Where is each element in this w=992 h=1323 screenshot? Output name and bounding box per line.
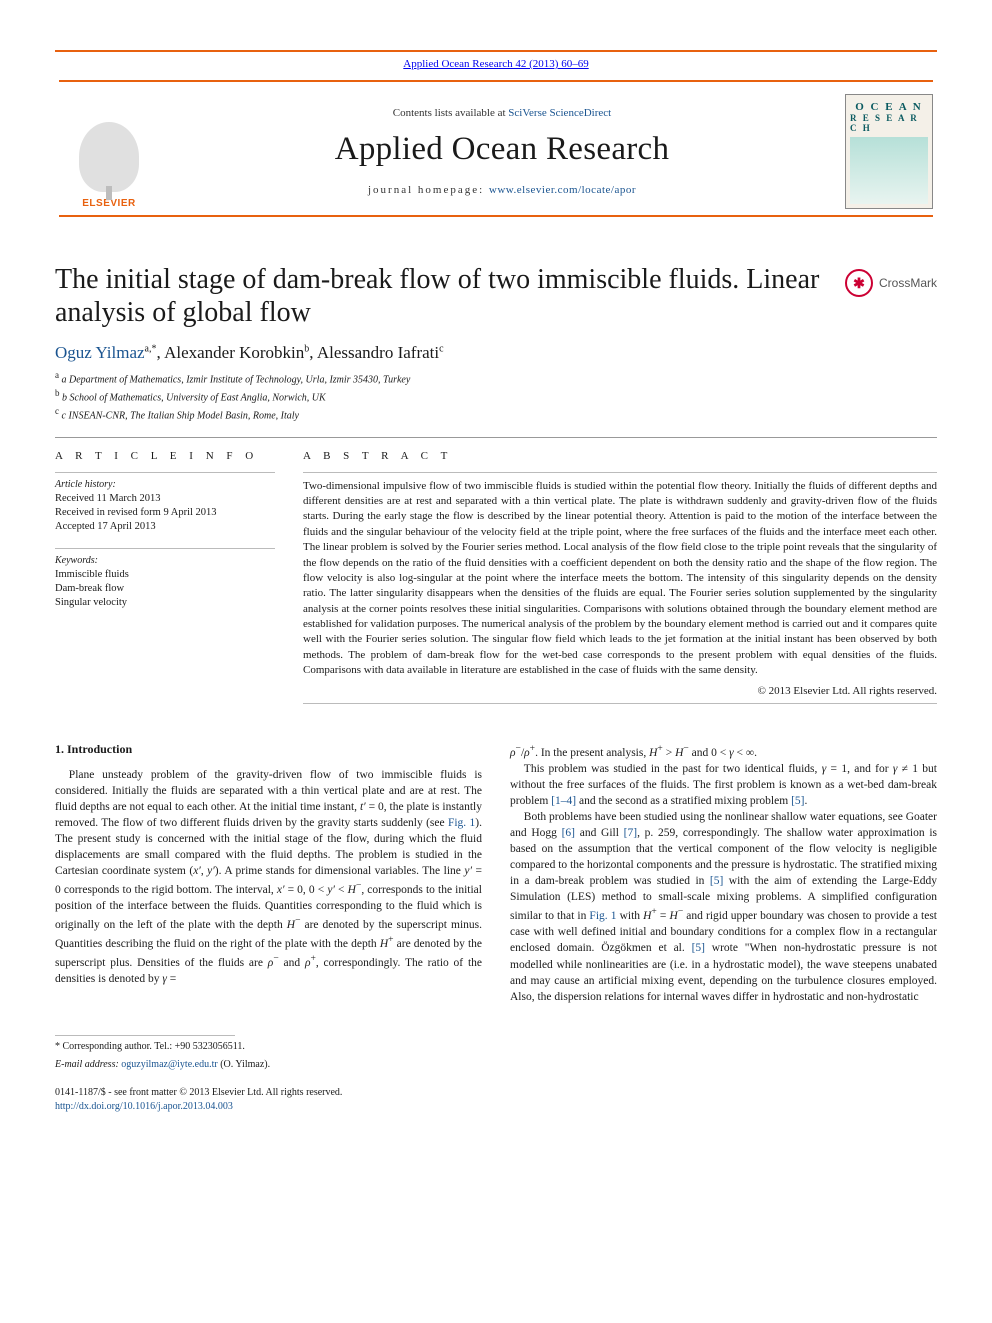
body-p2: ρ−/ρ+. In the present analysis, H+ > H− … [510,742,937,761]
keyword-1: Immiscible fluids [55,568,275,582]
running-head: Applied Ocean Research 42 (2013) 60–69 [55,58,937,70]
email-line: E-mail address: oguzyilmaz@iyte.edu.tr (… [55,1058,937,1072]
keywords-block: Keywords: Immiscible fluids Dam-break fl… [55,548,275,611]
email-label: E-mail address: [55,1059,121,1070]
author-1[interactable]: Oguz Yilmaz [55,343,145,362]
ref-7-link[interactable]: [7] [624,827,637,839]
cover-art-icon [850,137,928,204]
homepage-link[interactable]: www.elsevier.com/locate/apor [489,184,636,196]
running-head-link[interactable]: Applied Ocean Research 42 (2013) 60–69 [403,58,588,70]
keyword-2: Dam-break flow [55,582,275,596]
abstract-text: Two-dimensional impulsive flow of two im… [303,479,937,679]
journal-name: Applied Ocean Research [177,131,827,168]
affiliations: a a Department of Mathematics, Izmir Ins… [55,369,937,422]
body-p1: Plane unsteady problem of the gravity-dr… [55,767,482,988]
author-3: Alessandro Iafrati [317,343,439,362]
journal-homepage: journal homepage: www.elsevier.com/locat… [177,184,827,196]
body-p4: Both problems have been studied using th… [510,809,937,1005]
body-p3: This problem was studied in the past for… [510,761,937,809]
elsevier-tree-icon [79,122,139,192]
section-rule [55,437,937,438]
keyword-3: Singular velocity [55,596,275,610]
author-2-aff: b [304,343,309,354]
cover-line2: R E S E A R C H [850,113,928,133]
author-list: Oguz Yilmaza,*, Alexander Korobkinb, Ale… [55,343,937,363]
abstract-bottom-rule [303,703,937,704]
author-3-aff: c [439,343,443,354]
header-center: Contents lists available at SciVerse Sci… [177,107,827,196]
sciencedirect-link[interactable]: SciVerse ScienceDirect [508,107,611,119]
info-abstract-row: a r t i c l e i n f o Article history: R… [55,450,937,710]
fig1-link-2[interactable]: Fig. 1 [589,910,616,922]
author-1-aff: a, [145,343,152,354]
footnote-rule [55,1035,235,1036]
affiliation-b: b b School of Mathematics, University of… [55,387,937,405]
ref-5-link-2[interactable]: [5] [710,875,723,887]
journal-header: ELSEVIER Contents lists available at Sci… [55,80,937,217]
abstract-copyright: © 2013 Elsevier Ltd. All rights reserved… [303,685,937,697]
history-revised: Received in revised form 9 April 2013 [55,506,275,520]
abstract-heading: a b s t r a c t [303,450,937,462]
homepage-prefix: journal homepage: [368,184,489,196]
crossmark-badge[interactable]: ✱ CrossMark [845,269,937,297]
email-suffix: (O. Yilmaz). [220,1059,270,1070]
header-top-rule [59,80,933,82]
keywords-label: Keywords: [55,555,275,566]
title-row: The initial stage of dam-break flow of t… [55,263,937,329]
header-bottom-rule [59,215,933,217]
corresponding-author-note: * Corresponding author. Tel.: +90 532305… [55,1040,937,1054]
publisher-logo: ELSEVIER [59,94,159,209]
body-two-column: 1. Introduction Plane unsteady problem o… [55,742,937,1005]
affiliation-b-text: b School of Mathematics, University of E… [62,392,326,403]
cover-line1: O C E A N [855,101,923,113]
email-link[interactable]: oguzyilmaz@iyte.edu.tr [121,1059,217,1070]
crossmark-label: CrossMark [879,276,937,290]
article-title: The initial stage of dam-break flow of t… [55,263,825,329]
contents-available: Contents lists available at SciVerse Sci… [177,107,827,119]
ref-5-link-3[interactable]: [5] [692,942,705,954]
fig1-link-1[interactable]: Fig. 1 [448,817,475,829]
header-inner: ELSEVIER Contents lists available at Sci… [59,88,933,215]
doi-link[interactable]: http://dx.doi.org/10.1016/j.apor.2013.04… [55,1101,233,1112]
page-root: Applied Ocean Research 42 (2013) 60–69 E… [0,0,992,1154]
doi-block: 0141-1187/$ - see front matter © 2013 El… [55,1086,937,1114]
affiliation-a-text: a Department of Mathematics, Izmir Insti… [62,374,411,385]
journal-cover-thumb: O C E A N R E S E A R C H [845,94,933,209]
abstract-rule [303,472,937,473]
author-1-corr[interactable]: * [152,343,157,354]
history-accepted: Accepted 17 April 2013 [55,520,275,534]
front-matter-line: 0141-1187/$ - see front matter © 2013 El… [55,1086,937,1100]
affiliation-a: a a Department of Mathematics, Izmir Ins… [55,369,937,387]
article-info-column: a r t i c l e i n f o Article history: R… [55,450,275,710]
top-rule [55,50,937,52]
history-received: Received 11 March 2013 [55,492,275,506]
crossmark-icon: ✱ [845,269,873,297]
affiliation-c: c c INSEAN-CNR, The Italian Ship Model B… [55,405,937,423]
history-label: Article history: [55,479,275,490]
info-rule-2 [55,548,275,549]
ref-5-link-1[interactable]: [5] [791,795,804,807]
section-1-heading: 1. Introduction [55,742,482,757]
abstract-column: a b s t r a c t Two-dimensional impulsiv… [303,450,937,710]
affiliation-c-text: c INSEAN-CNR, The Italian Ship Model Bas… [62,410,299,421]
article-info-heading: a r t i c l e i n f o [55,450,275,462]
contents-prefix: Contents lists available at [393,107,508,119]
author-2: Alexander Korobkin [164,343,304,362]
ref-1-4-link[interactable]: [1–4] [551,795,576,807]
ref-6-link[interactable]: [6] [562,827,575,839]
info-rule-1 [55,472,275,473]
